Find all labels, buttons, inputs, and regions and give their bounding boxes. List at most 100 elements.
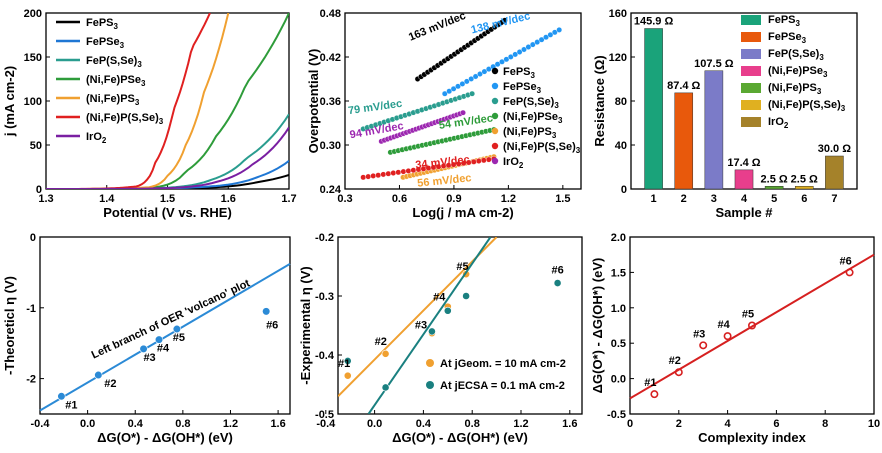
bar-value-label: 145.9 Ω: [634, 16, 674, 28]
point-label: #2: [375, 336, 387, 348]
legend-entry: FeP(S,Se)3: [503, 96, 559, 110]
x-axis-label: Sample #: [715, 205, 773, 220]
x-tick-label: 8: [822, 418, 828, 430]
x-tick-label: 0.6: [392, 193, 407, 205]
x-tick-label: 0.4: [128, 418, 144, 430]
tafel-point: [503, 56, 510, 63]
x-tick-label: 1.2: [501, 193, 516, 205]
legend-swatch: [741, 117, 761, 127]
x-tick-label: 0.0: [80, 418, 95, 430]
tafel-point: [360, 174, 367, 181]
y-tick-label: 0: [36, 184, 42, 196]
x-tick-label: 6: [773, 418, 779, 430]
x-tick-label: 0.8: [465, 418, 480, 430]
x-tick-label: 1.7: [281, 193, 296, 205]
series-line: [46, 13, 289, 189]
volcano-annotation: Left branch of OER 'volcano' plot: [90, 277, 252, 361]
point-label: #2: [669, 355, 681, 367]
plot-frame: [629, 236, 875, 415]
data-point: [172, 324, 182, 334]
y-tick-label: 150: [24, 52, 42, 64]
point-label: #5: [742, 309, 754, 321]
polarization-chart: 1.3 1.4 1.5 1.6 1.7 0 50 100 150 200 FePS3 FePSe3 Fe…: [2, 8, 297, 220]
tafel-point: [499, 58, 505, 65]
point-label: #5: [173, 332, 185, 344]
tafel-point: [405, 167, 412, 174]
x-tick-label: 4: [741, 193, 748, 205]
y-tick-label: 100: [24, 96, 42, 108]
tafel-point: [455, 83, 461, 90]
tafel-point: [501, 17, 508, 24]
x-tick-label: 6: [801, 193, 807, 205]
legend-swatch: [491, 112, 499, 120]
data-point: [443, 306, 452, 315]
y-tick-label: 0.24: [320, 184, 342, 196]
tafel-point: [459, 81, 466, 87]
tafel-point: [481, 68, 488, 75]
bar: [764, 186, 784, 190]
bar: [734, 169, 754, 190]
point-label: #3: [415, 319, 427, 331]
legend-entry: (Ni,Fe)PSe3: [768, 65, 828, 79]
x-axis-label: Complexity index: [698, 430, 806, 445]
legend-entry: FePS3: [503, 66, 536, 80]
data-point: [553, 279, 562, 287]
experimental-chart: -0.4 0.0 0.4 0.8 1.2 1.6-0.5-0.4-0.3-0.2#1#2#…: [298, 232, 583, 445]
tafel-point: [450, 85, 457, 92]
tafel-point: [365, 173, 372, 180]
tafel-point: [529, 41, 536, 48]
x-tick-label: 1.2: [513, 418, 528, 430]
tafel-point: [385, 170, 392, 177]
x-tick-label: 1.3: [38, 193, 53, 205]
tafel-point: [468, 76, 475, 82]
legend-entry: (Ni,Fe)PSe3: [86, 74, 146, 88]
x-tick-label: -0.4: [316, 418, 336, 430]
y-tick-label: 160: [609, 8, 627, 20]
y-tick-label: 0.42: [320, 52, 341, 64]
point-label: #1: [65, 399, 77, 411]
data-point: [262, 307, 271, 316]
legend-entry: (Ni,Fe)P(S,Se)3: [86, 112, 164, 126]
legend-entry: (Ni,Fe)P(S,Se)3: [503, 141, 581, 155]
y-axis-label: Resistance (Ω): [592, 55, 607, 146]
data-point: [650, 390, 659, 399]
tafel-point: [507, 54, 514, 60]
tafel-point: [494, 61, 501, 68]
legend-entry: FePSe3: [768, 31, 807, 45]
theoretical-chart: -0.4 0.0 0.4 0.8 1.2 1.6 -2 -1 0 #1 #2 #3#4#5 #6 Left…: [2, 232, 291, 445]
fit-line: [39, 263, 291, 412]
bar: [674, 92, 694, 190]
data-point: [381, 349, 390, 358]
y-tick-label: -2: [26, 374, 36, 386]
y-axis-label: Overpotential (V): [306, 49, 321, 154]
x-tick-label: 1.6: [562, 418, 577, 430]
y-tick-label: -0.4: [315, 350, 335, 362]
tafel-point: [485, 66, 492, 73]
tafel-point: [441, 90, 448, 97]
legend-entry: FeP(S,Se)3: [86, 55, 142, 69]
y-axis-label: j (mA cm-2): [2, 66, 17, 137]
point-label: #6: [552, 265, 564, 277]
plot-frame: [39, 236, 291, 415]
tafel-point: [370, 172, 377, 179]
legend-entry: IrO2: [503, 156, 524, 170]
legend-entry: FePS3: [86, 17, 119, 31]
data-point: [343, 356, 352, 365]
y-axis-label: ΔG(O*) - ΔG(OH*) (eV): [590, 258, 605, 394]
x-tick-label: 1.6: [270, 418, 285, 430]
legend-entry: (Ni,Fe)PS3: [768, 82, 822, 96]
y-tick-label: -0.3: [315, 291, 334, 303]
x-tick-label: 1.4: [99, 193, 115, 205]
y-tick-label: -1: [26, 303, 36, 315]
y-axis-label: -Experimental η (V): [298, 266, 313, 384]
x-tick-label: 7: [831, 193, 837, 205]
legend-entry: At jGeom. = 10 mA cm-2: [440, 358, 566, 370]
legend-entry: FePSe3: [86, 36, 125, 50]
tafel-point: [485, 156, 492, 163]
x-axis-label: ΔG(O*) - ΔG(OH*) (eV): [392, 430, 528, 445]
bar: [704, 70, 724, 190]
y-tick-label: 0.0: [611, 374, 626, 386]
legend-swatch: [741, 15, 761, 25]
series-line: [46, 126, 289, 189]
x-axis-label: Log(j / mA cm-2): [412, 205, 513, 220]
